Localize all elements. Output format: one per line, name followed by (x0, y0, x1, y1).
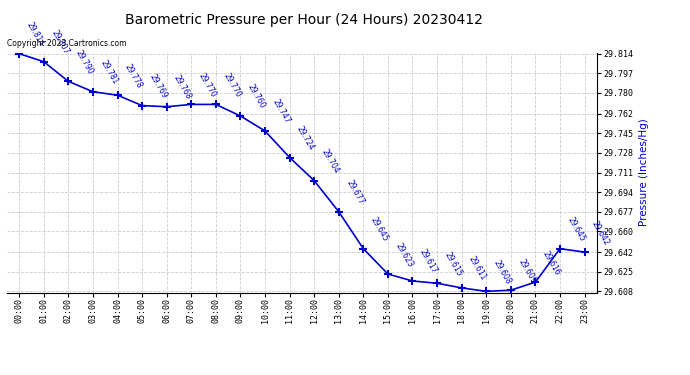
Text: 29.724: 29.724 (295, 124, 316, 152)
Text: 29.807: 29.807 (49, 29, 70, 56)
Text: 29.747: 29.747 (270, 98, 292, 125)
Text: 29.760: 29.760 (246, 83, 267, 110)
Text: Copyright 2023 Cartronics.com: Copyright 2023 Cartronics.com (7, 39, 126, 48)
Text: 29.645: 29.645 (369, 216, 390, 243)
Text: 29.781: 29.781 (99, 59, 119, 86)
Text: 29.814: 29.814 (25, 21, 46, 48)
Text: 29.616: 29.616 (541, 249, 562, 276)
Text: 29.608: 29.608 (492, 258, 513, 286)
Text: 29.778: 29.778 (123, 62, 144, 90)
Text: 29.768: 29.768 (172, 74, 193, 101)
Text: 29.642: 29.642 (590, 219, 611, 246)
Text: 29.623: 29.623 (393, 241, 415, 268)
Text: 29.770: 29.770 (197, 71, 218, 99)
Text: 29.615: 29.615 (442, 250, 464, 278)
Y-axis label: Pressure (Inches/Hg): Pressure (Inches/Hg) (640, 118, 649, 226)
Text: 29.611: 29.611 (467, 255, 489, 282)
Text: 29.609: 29.609 (516, 257, 538, 285)
Text: 29.770: 29.770 (221, 71, 242, 99)
Text: 29.769: 29.769 (148, 72, 169, 100)
Text: 29.704: 29.704 (319, 147, 341, 175)
Text: 29.790: 29.790 (74, 48, 95, 76)
Text: 29.677: 29.677 (344, 178, 366, 206)
Text: 29.645: 29.645 (566, 216, 586, 243)
Text: Barometric Pressure per Hour (24 Hours) 20230412: Barometric Pressure per Hour (24 Hours) … (125, 13, 482, 27)
Text: 29.617: 29.617 (418, 248, 439, 275)
